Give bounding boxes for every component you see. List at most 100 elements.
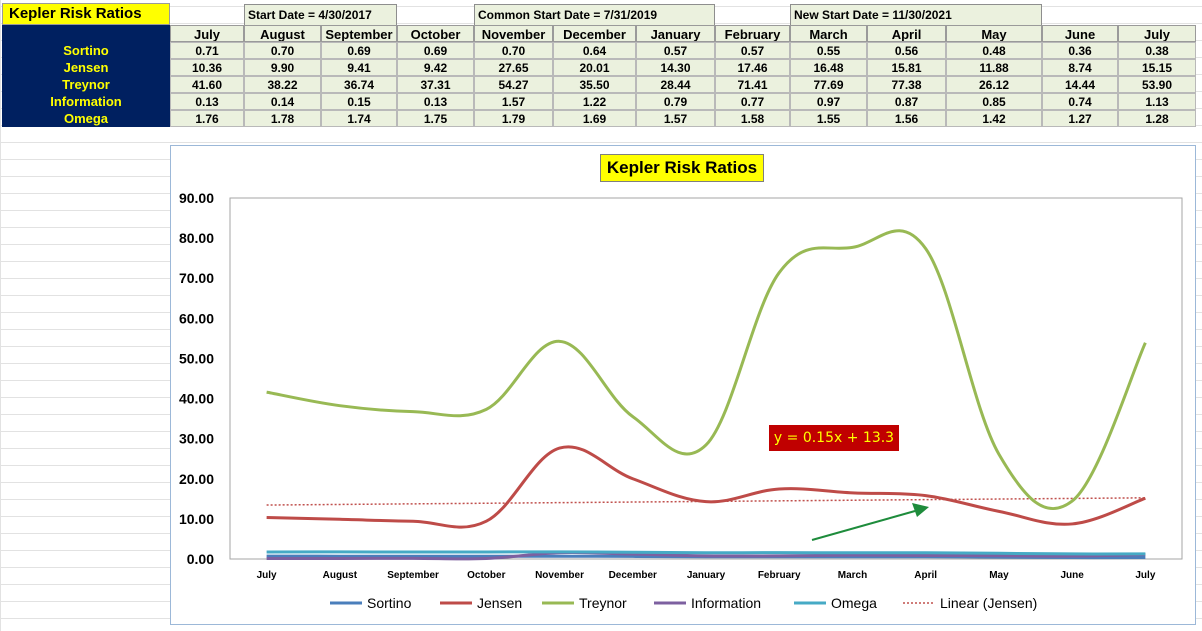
table-cell[interactable]: 0.13 — [397, 93, 474, 110]
table-cell[interactable]: 11.88 — [946, 59, 1042, 76]
table-cell[interactable]: 77.69 — [790, 76, 867, 93]
table-cell[interactable]: 1.58 — [715, 110, 790, 127]
table-cell[interactable]: 1.27 — [1042, 110, 1118, 127]
x-tick-label: November — [535, 570, 584, 581]
month-header[interactable]: January — [636, 25, 715, 42]
table-cell[interactable]: 0.56 — [867, 42, 946, 59]
sheet-title[interactable]: Kepler Risk Ratios — [2, 3, 170, 25]
x-tick-label: October — [467, 570, 505, 581]
row-label-treynor[interactable]: Treynor — [2, 76, 170, 93]
table-cell[interactable]: 27.65 — [474, 59, 553, 76]
x-tick-label: August — [323, 570, 358, 581]
table-cell[interactable]: 0.85 — [946, 93, 1042, 110]
table-cell[interactable]: 0.87 — [867, 93, 946, 110]
month-header[interactable]: March — [790, 25, 867, 42]
month-header[interactable]: November — [474, 25, 553, 42]
table-cell[interactable]: 53.90 — [1118, 76, 1196, 93]
table-cell[interactable]: 14.30 — [636, 59, 715, 76]
table-cell[interactable]: 0.14 — [244, 93, 321, 110]
table-cell[interactable]: 28.44 — [636, 76, 715, 93]
legend-label-jensen: Jensen — [477, 595, 522, 611]
table-cell[interactable]: 35.50 — [553, 76, 636, 93]
table-cell[interactable]: 36.74 — [321, 76, 397, 93]
month-header[interactable]: June — [1042, 25, 1118, 42]
table-cell[interactable]: 77.38 — [867, 76, 946, 93]
month-header[interactable]: February — [715, 25, 790, 42]
table-cell[interactable]: 16.48 — [790, 59, 867, 76]
row-label-information[interactable]: Information — [2, 93, 170, 110]
table-cell[interactable]: 1.79 — [474, 110, 553, 127]
chart-area[interactable] — [170, 145, 1196, 625]
row-label-jensen[interactable]: Jensen — [2, 59, 170, 76]
table-cell[interactable]: 1.69 — [553, 110, 636, 127]
month-header[interactable]: August — [244, 25, 321, 42]
table-cell[interactable]: 0.64 — [553, 42, 636, 59]
table-cell[interactable]: 1.55 — [790, 110, 867, 127]
table-cell[interactable]: 1.57 — [636, 110, 715, 127]
table-cell[interactable]: 9.42 — [397, 59, 474, 76]
month-header[interactable]: July — [170, 25, 244, 42]
month-header[interactable]: April — [867, 25, 946, 42]
table-cell[interactable]: 0.13 — [170, 93, 244, 110]
legend-label-treynor: Treynor — [579, 595, 627, 611]
x-tick-label: January — [687, 570, 726, 581]
table-cell[interactable]: 41.60 — [170, 76, 244, 93]
table-cell[interactable]: 0.71 — [170, 42, 244, 59]
table-cell[interactable]: 0.55 — [790, 42, 867, 59]
table-cell[interactable]: 71.41 — [715, 76, 790, 93]
table-cell[interactable]: 17.46 — [715, 59, 790, 76]
table-cell[interactable]: 0.69 — [397, 42, 474, 59]
table-cell[interactable]: 38.22 — [244, 76, 321, 93]
table-cell[interactable]: 54.27 — [474, 76, 553, 93]
table-cell[interactable]: 37.31 — [397, 76, 474, 93]
series-line-information — [266, 550, 1146, 561]
table-cell[interactable]: 0.36 — [1042, 42, 1118, 59]
table-cell[interactable]: 15.15 — [1118, 59, 1196, 76]
table-cell[interactable]: 1.28 — [1118, 110, 1196, 127]
table-cell[interactable]: 1.56 — [867, 110, 946, 127]
table-cell[interactable]: 0.69 — [321, 42, 397, 59]
month-header[interactable]: December — [553, 25, 636, 42]
table-cell[interactable]: 8.74 — [1042, 59, 1118, 76]
table-cell[interactable]: 10.36 — [170, 59, 244, 76]
table-cell[interactable]: 1.76 — [170, 110, 244, 127]
month-header[interactable]: September — [321, 25, 397, 42]
table-cell[interactable]: 0.57 — [636, 42, 715, 59]
series-line-treynor — [266, 229, 1147, 511]
table-cell[interactable]: 0.79 — [636, 93, 715, 110]
table-corner[interactable] — [2, 25, 170, 42]
table-cell[interactable]: 1.57 — [474, 93, 553, 110]
table-cell[interactable]: 1.22 — [553, 93, 636, 110]
table-cell[interactable]: 0.38 — [1118, 42, 1196, 59]
table-cell[interactable]: 0.70 — [244, 42, 321, 59]
month-header[interactable]: October — [397, 25, 474, 42]
table-cell[interactable]: 9.90 — [244, 59, 321, 76]
table-cell[interactable]: 1.78 — [244, 110, 321, 127]
table-cell[interactable]: 1.75 — [397, 110, 474, 127]
arrow-annotation-shaft — [811, 510, 916, 541]
table-cell[interactable]: 1.74 — [321, 110, 397, 127]
table-cell[interactable]: 0.48 — [946, 42, 1042, 59]
table-cell[interactable]: 20.01 — [553, 59, 636, 76]
table-cell[interactable]: 26.12 — [946, 76, 1042, 93]
table-cell[interactable]: 0.15 — [321, 93, 397, 110]
month-header[interactable]: May — [946, 25, 1042, 42]
x-tick-label: September — [387, 570, 439, 581]
table-cell[interactable]: 1.13 — [1118, 93, 1196, 110]
table-cell[interactable]: 0.70 — [474, 42, 553, 59]
row-label-sortino[interactable]: Sortino — [2, 42, 170, 59]
table-cell[interactable]: 0.74 — [1042, 93, 1118, 110]
new-start-date-label[interactable]: New Start Date = 11/30/2021 — [790, 4, 1042, 26]
table-cell[interactable]: 0.97 — [790, 93, 867, 110]
month-header[interactable]: July — [1118, 25, 1196, 42]
table-cell[interactable]: 9.41 — [321, 59, 397, 76]
table-cell[interactable]: 0.57 — [715, 42, 790, 59]
table-cell[interactable]: 15.81 — [867, 59, 946, 76]
row-label-omega[interactable]: Omega — [2, 110, 170, 127]
x-tick-label: March — [838, 570, 867, 581]
table-cell[interactable]: 14.44 — [1042, 76, 1118, 93]
legend-label-information: Information — [691, 595, 761, 611]
x-tick-label: July — [1135, 570, 1155, 581]
table-cell[interactable]: 0.77 — [715, 93, 790, 110]
table-cell[interactable]: 1.42 — [946, 110, 1042, 127]
